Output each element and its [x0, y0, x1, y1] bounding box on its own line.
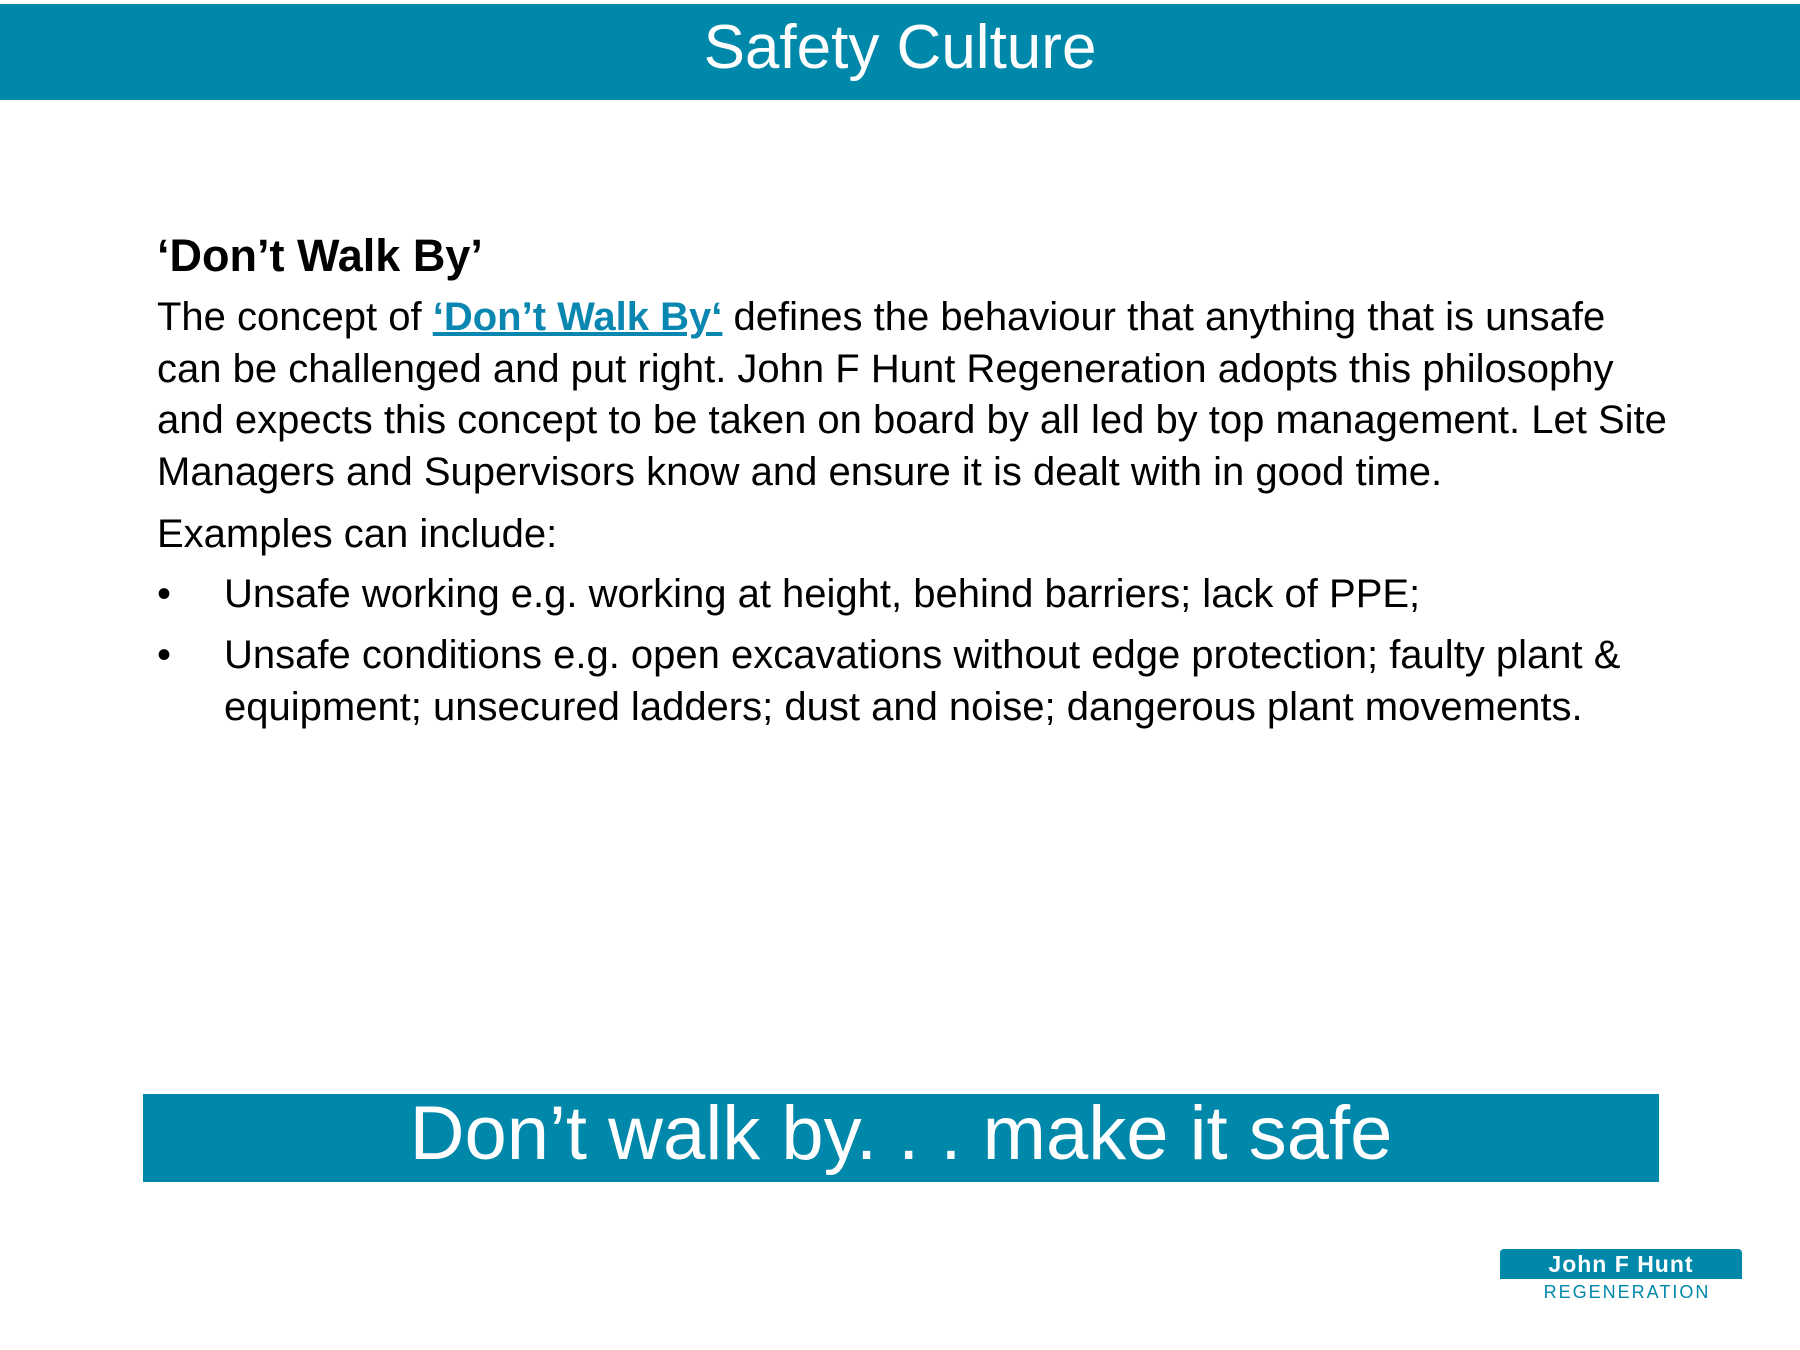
list-item: • Unsafe conditions e.g. open excavation… — [157, 630, 1677, 733]
section-heading: ‘Don’t Walk By’ — [157, 230, 483, 281]
logo-name: John F Hunt — [1500, 1249, 1742, 1279]
bullet-icon: • — [157, 633, 172, 677]
list-item-text: Unsafe conditions e.g. open excavations … — [224, 633, 1621, 729]
paragraph-suffix: defines the behaviour that anything that… — [157, 295, 1667, 494]
page-title: Safety Culture — [703, 13, 1097, 82]
slogan-text: Don’t walk by. . . make it safe — [409, 1091, 1393, 1176]
main-content: ‘Don’t Walk By’ The concept of ‘Don’t Wa… — [157, 226, 1677, 743]
dont-walk-by-link[interactable]: ‘Don’t Walk By‘ — [432, 295, 723, 339]
company-logo: John F Hunt REGENERATION — [1500, 1249, 1742, 1305]
bullet-icon: • — [157, 571, 172, 616]
header-bar: Safety Culture — [0, 4, 1800, 100]
paragraph-prefix: The concept of — [157, 295, 433, 339]
logo-subtitle: REGENERATION — [1543, 1282, 1711, 1302]
slogan-banner: Don’t walk by. . . make it safe — [143, 1094, 1659, 1182]
list-item: • Unsafe working e.g. working at height,… — [157, 569, 1677, 621]
examples-list: • Unsafe working e.g. working at height,… — [157, 569, 1677, 734]
concept-paragraph: The concept of ‘Don’t Walk By‘ defines t… — [157, 292, 1677, 498]
examples-intro: Examples can include: — [157, 512, 558, 556]
list-item-text: Unsafe working e.g. working at height, b… — [224, 571, 1421, 616]
